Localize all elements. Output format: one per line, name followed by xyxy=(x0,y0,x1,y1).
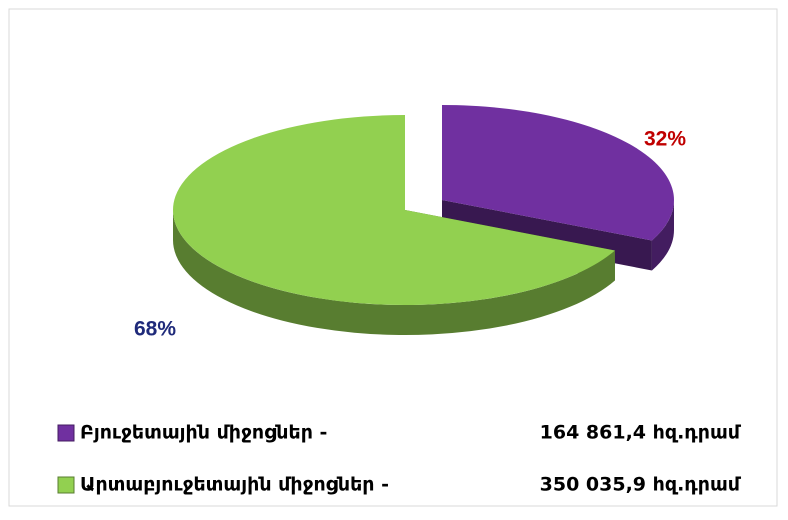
legend-amount: 164 861,4 հզ.դրամ xyxy=(540,422,742,444)
slice-side xyxy=(173,210,615,335)
pie-slice xyxy=(173,115,615,305)
data-label: 68% xyxy=(134,318,176,341)
legend-amount: 350 035,9 հզ.դրամ xyxy=(540,474,742,496)
legend-swatch xyxy=(57,476,75,494)
slice-side xyxy=(651,200,674,271)
legend-label: Բյուջետային միջոցներ - xyxy=(80,422,327,444)
pie-slice xyxy=(442,105,674,241)
legend-label: Արտաբյուջետային միջոցներ - xyxy=(80,474,389,496)
data-label: 32% xyxy=(644,128,686,151)
legend-swatch xyxy=(57,424,75,442)
